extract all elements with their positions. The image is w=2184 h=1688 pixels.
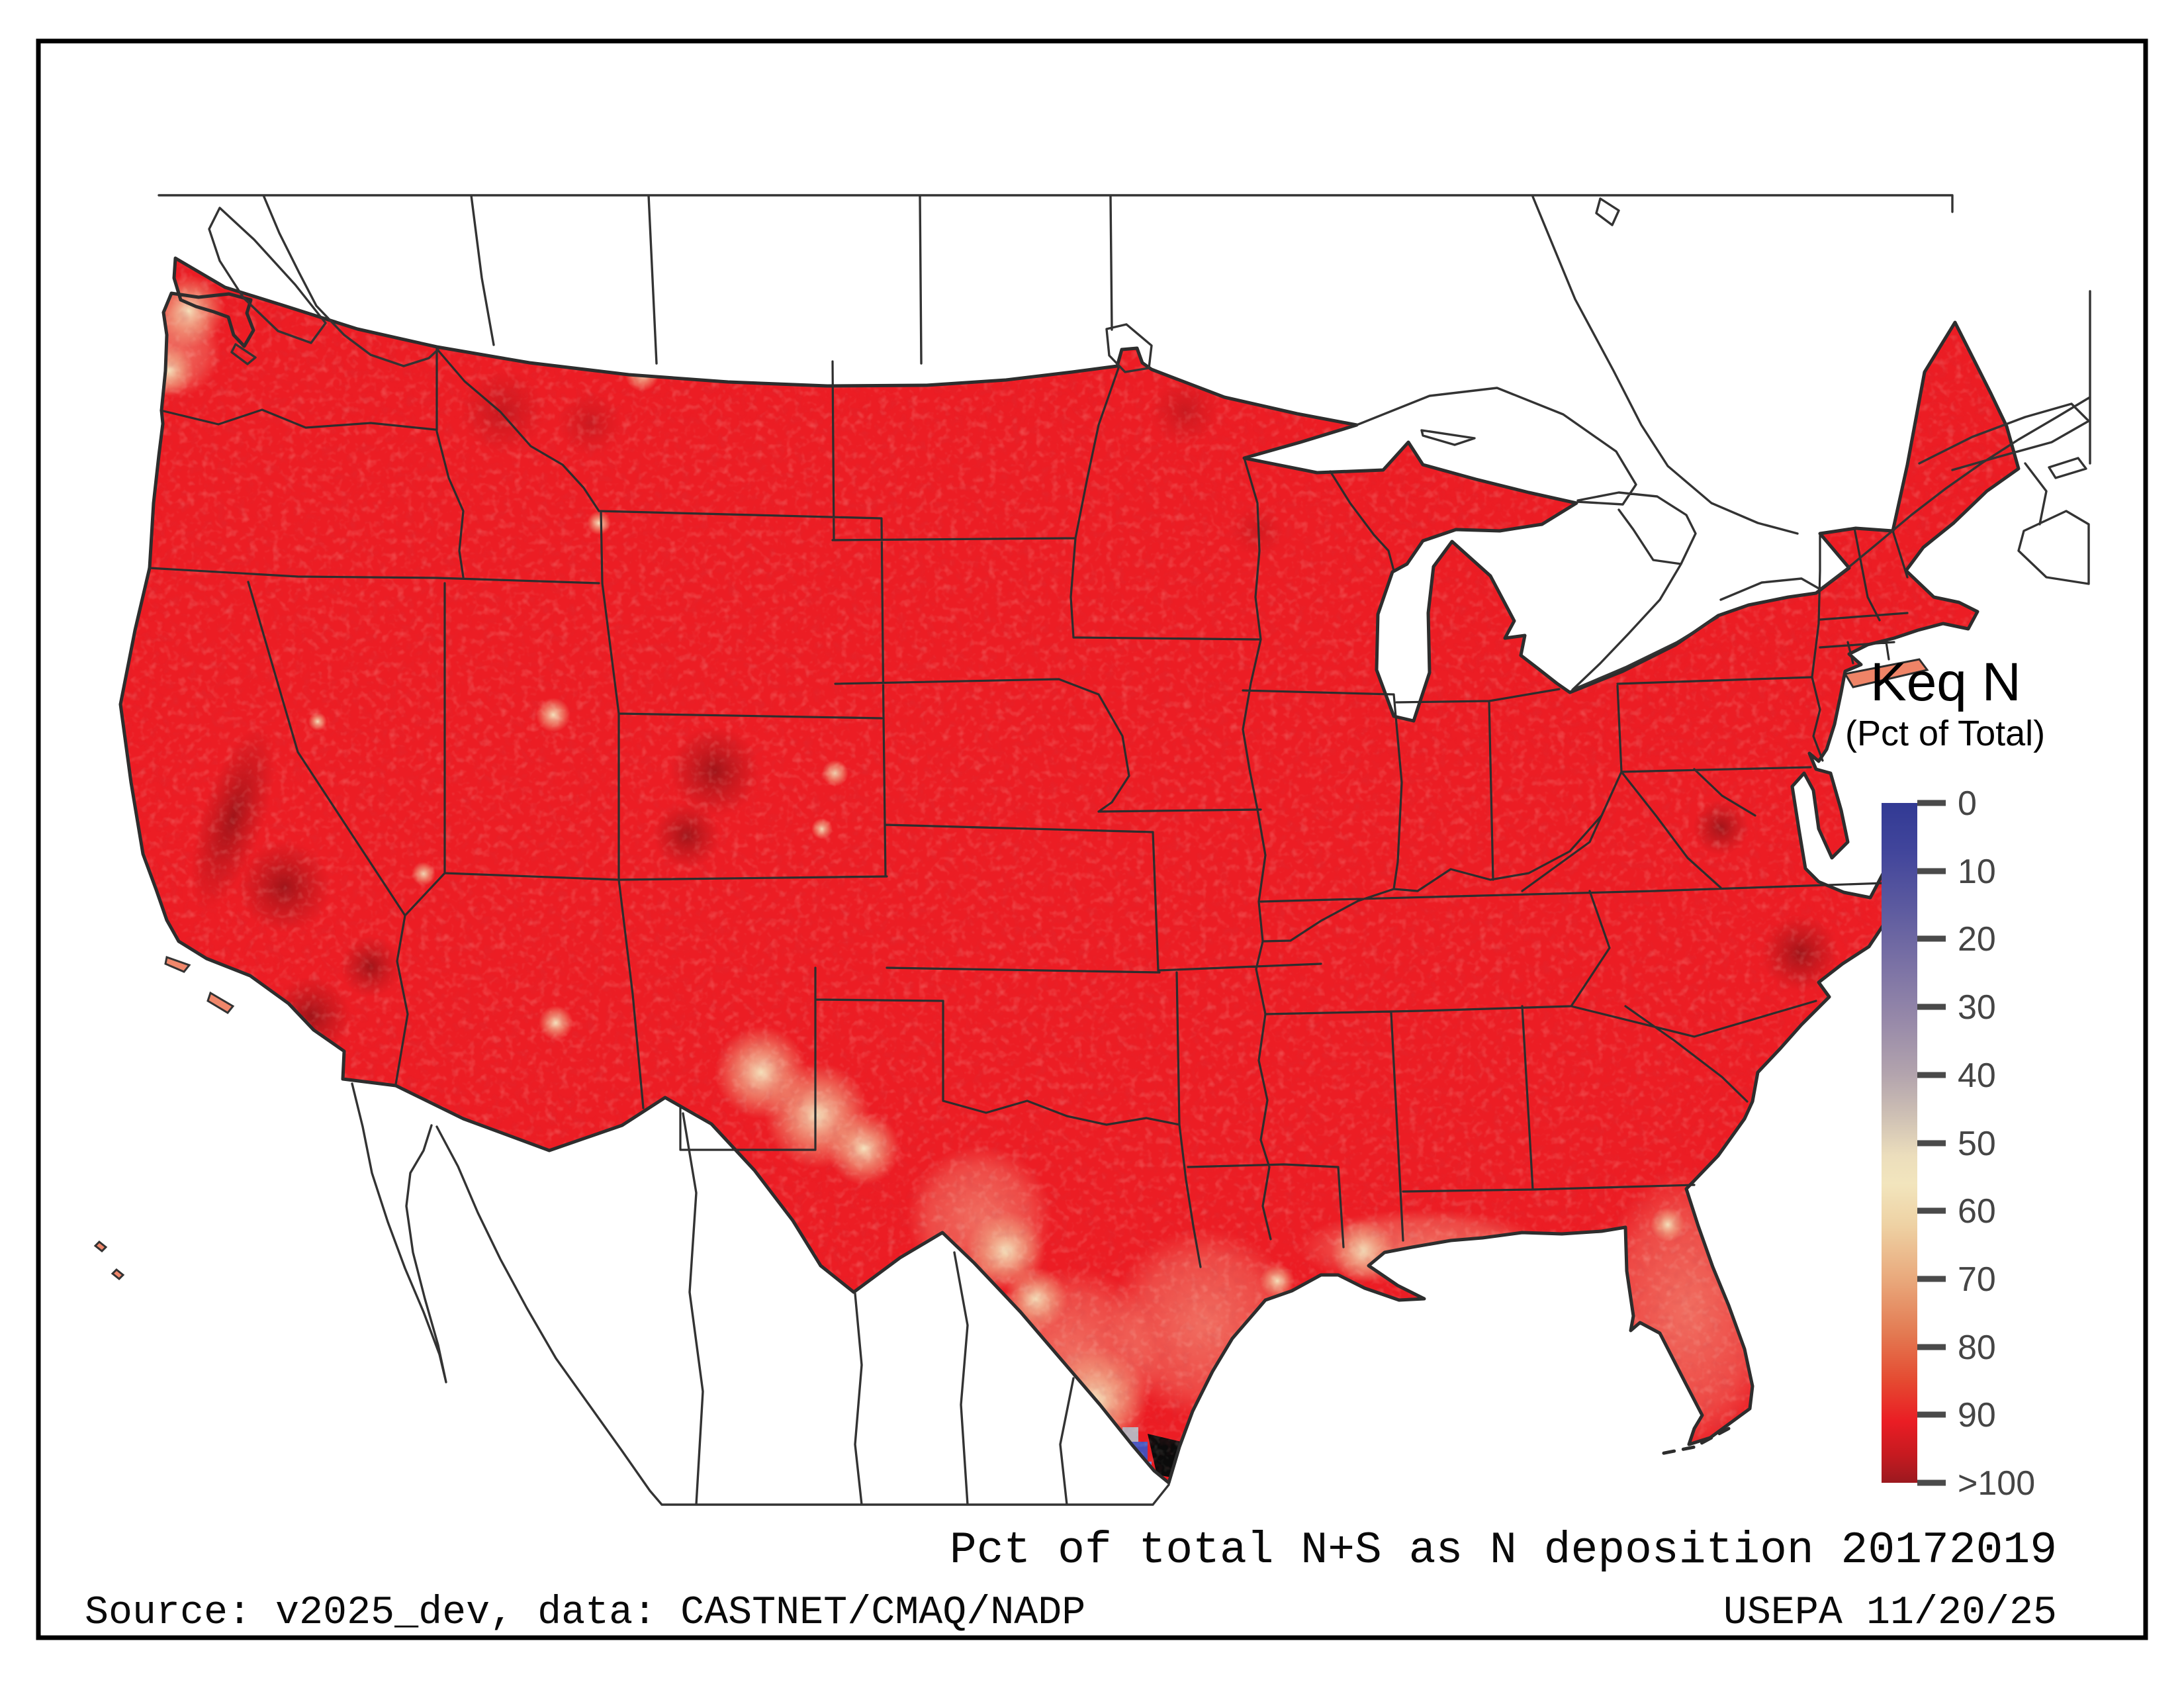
source-caption: Source: v2025_dev, data: CASTNET/CMAQ/NA… [85,1591,1085,1636]
tick-label-70: 70 [1958,1260,1996,1299]
vancouver-island [208,207,327,365]
tick-label-10: 10 [1958,853,1996,891]
plot-frame [36,38,2148,1640]
tick-label-20: 20 [1958,920,1996,959]
canada-borders [158,194,2091,691]
tick-label-0: 0 [1958,784,1977,823]
legend-tick-labels: 0 10 20 30 40 50 60 70 80 90 >100 [1958,784,2035,1503]
tick-label-30: 30 [1958,988,1996,1027]
tick-label-90: 90 [1958,1396,1996,1434]
tick-label-100: >100 [1958,1464,2035,1503]
tick-label-40: 40 [1958,1056,1996,1095]
footer-group: Pct of total N+S as N deposition 2017201… [85,1525,2057,1636]
legend-colorbar [1882,803,1917,1483]
legend-title: Keq N [1870,652,2021,712]
legend-subtitle: (Pct of Total) [1845,714,2045,753]
legend-group: Keq N (Pct of Total) 0 10 20 30 40 50 60… [1845,652,2045,1503]
legend-tick-marks [1917,800,1946,1486]
tick-label-50: 50 [1958,1125,1996,1163]
florida-keys [1659,1427,1731,1456]
state-borders [148,348,1909,1268]
tick-label-80: 80 [1958,1329,1996,1367]
agency-caption: USEPA 11/20/25 [1723,1591,2057,1636]
mexico-borders [351,1082,1170,1506]
long-island [1843,658,1929,688]
map-caption: Pct of total N+S as N deposition 2017201… [950,1525,2057,1576]
tick-label-60: 60 [1958,1192,1996,1231]
channel-islands [93,956,235,1281]
